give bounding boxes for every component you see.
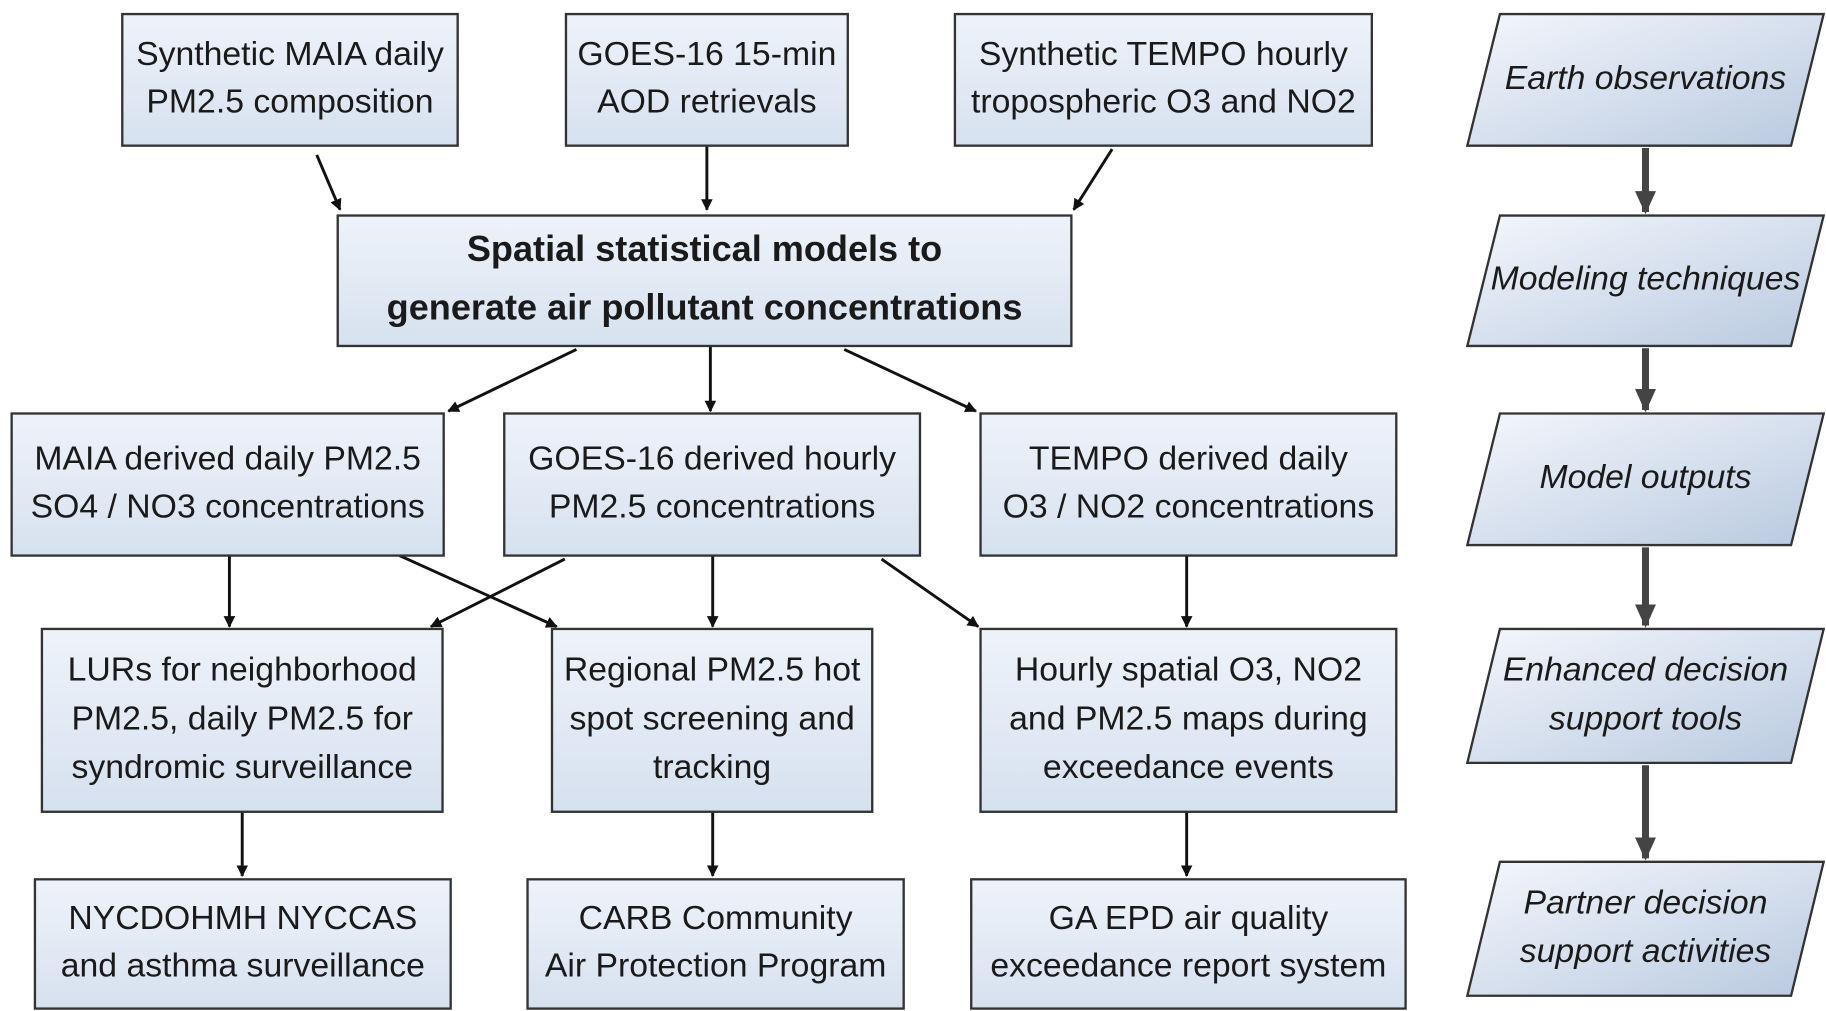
box-label: Synthetic MAIA daily <box>136 35 444 73</box>
box-label: Partner decision <box>1523 883 1767 921</box>
box-label: generate air pollutant concentrations <box>387 286 1023 327</box>
box-label: MAIA derived daily PM2.5 <box>34 440 421 478</box>
box-label: GOES-16 derived hourly <box>528 440 896 478</box>
box-label: Modeling techniques <box>1491 260 1801 298</box>
box-label: syndromic surveillance <box>71 748 413 786</box>
process-box <box>979 412 1398 557</box>
box-label: SO4 / NO3 concentrations <box>31 487 425 525</box>
box-label: exceedance report system <box>990 947 1386 985</box>
box-label: NYCDOHMH NYCCAS <box>68 899 417 937</box>
box-label: Regional PM2.5 hot <box>564 650 861 688</box>
process-box <box>564 12 849 147</box>
box-label: Hourly spatial O3, NO2 <box>1015 650 1362 688</box>
process-box <box>550 627 874 813</box>
stage-box <box>1465 214 1826 348</box>
box-label: GOES-16 15-min <box>577 35 836 73</box>
stage-box <box>1465 412 1826 547</box>
process-box <box>121 12 459 147</box>
box-label: TEMPO derived daily <box>1029 440 1348 478</box>
box-label: and asthma surveillance <box>61 947 425 985</box>
box-label: O3 / NO2 concentrations <box>1003 487 1375 525</box>
box-label: Enhanced decision <box>1503 650 1788 688</box>
process-box <box>503 412 922 557</box>
box-label: Synthetic TEMPO hourly <box>979 35 1348 73</box>
box-label: LURs for neighborhood <box>68 650 417 688</box>
process-box <box>953 12 1373 147</box>
box-label: Spatial statistical models to <box>467 228 942 269</box>
box-label: GA EPD air quality <box>1049 899 1329 937</box>
box-label: support tools <box>1549 699 1742 737</box>
box-label: Model outputs <box>1539 458 1751 496</box>
box-label: and PM2.5 maps during <box>1009 699 1368 737</box>
process-box <box>336 214 1073 348</box>
box-label: PM2.5 composition <box>146 83 433 121</box>
box-label: Earth observations <box>1505 59 1787 97</box>
box-label: tropospheric O3 and NO2 <box>971 83 1356 121</box>
box-label: tracking <box>653 748 771 786</box>
box-label: PM2.5, daily PM2.5 for <box>71 699 413 737</box>
stage-box <box>1465 860 1826 997</box>
process-box <box>10 412 445 557</box>
stage-box <box>1465 627 1826 765</box>
box-label: AOD retrievals <box>597 83 817 121</box>
box-label: exceedance events <box>1043 748 1334 786</box>
process-box <box>970 878 1407 1010</box>
box-label: spot screening and <box>569 699 854 737</box>
box-label: CARB Community <box>579 899 853 937</box>
box-label: support activities <box>1520 932 1772 970</box>
box-label: PM2.5 concentrations <box>549 487 876 525</box>
process-box <box>33 878 452 1010</box>
arrows <box>223 145 1193 877</box>
process-box <box>526 878 905 1010</box>
box-label: Air Protection Program <box>545 947 887 985</box>
process-box <box>40 627 444 813</box>
process-box <box>979 627 1398 813</box>
stage-box <box>1465 12 1826 147</box>
